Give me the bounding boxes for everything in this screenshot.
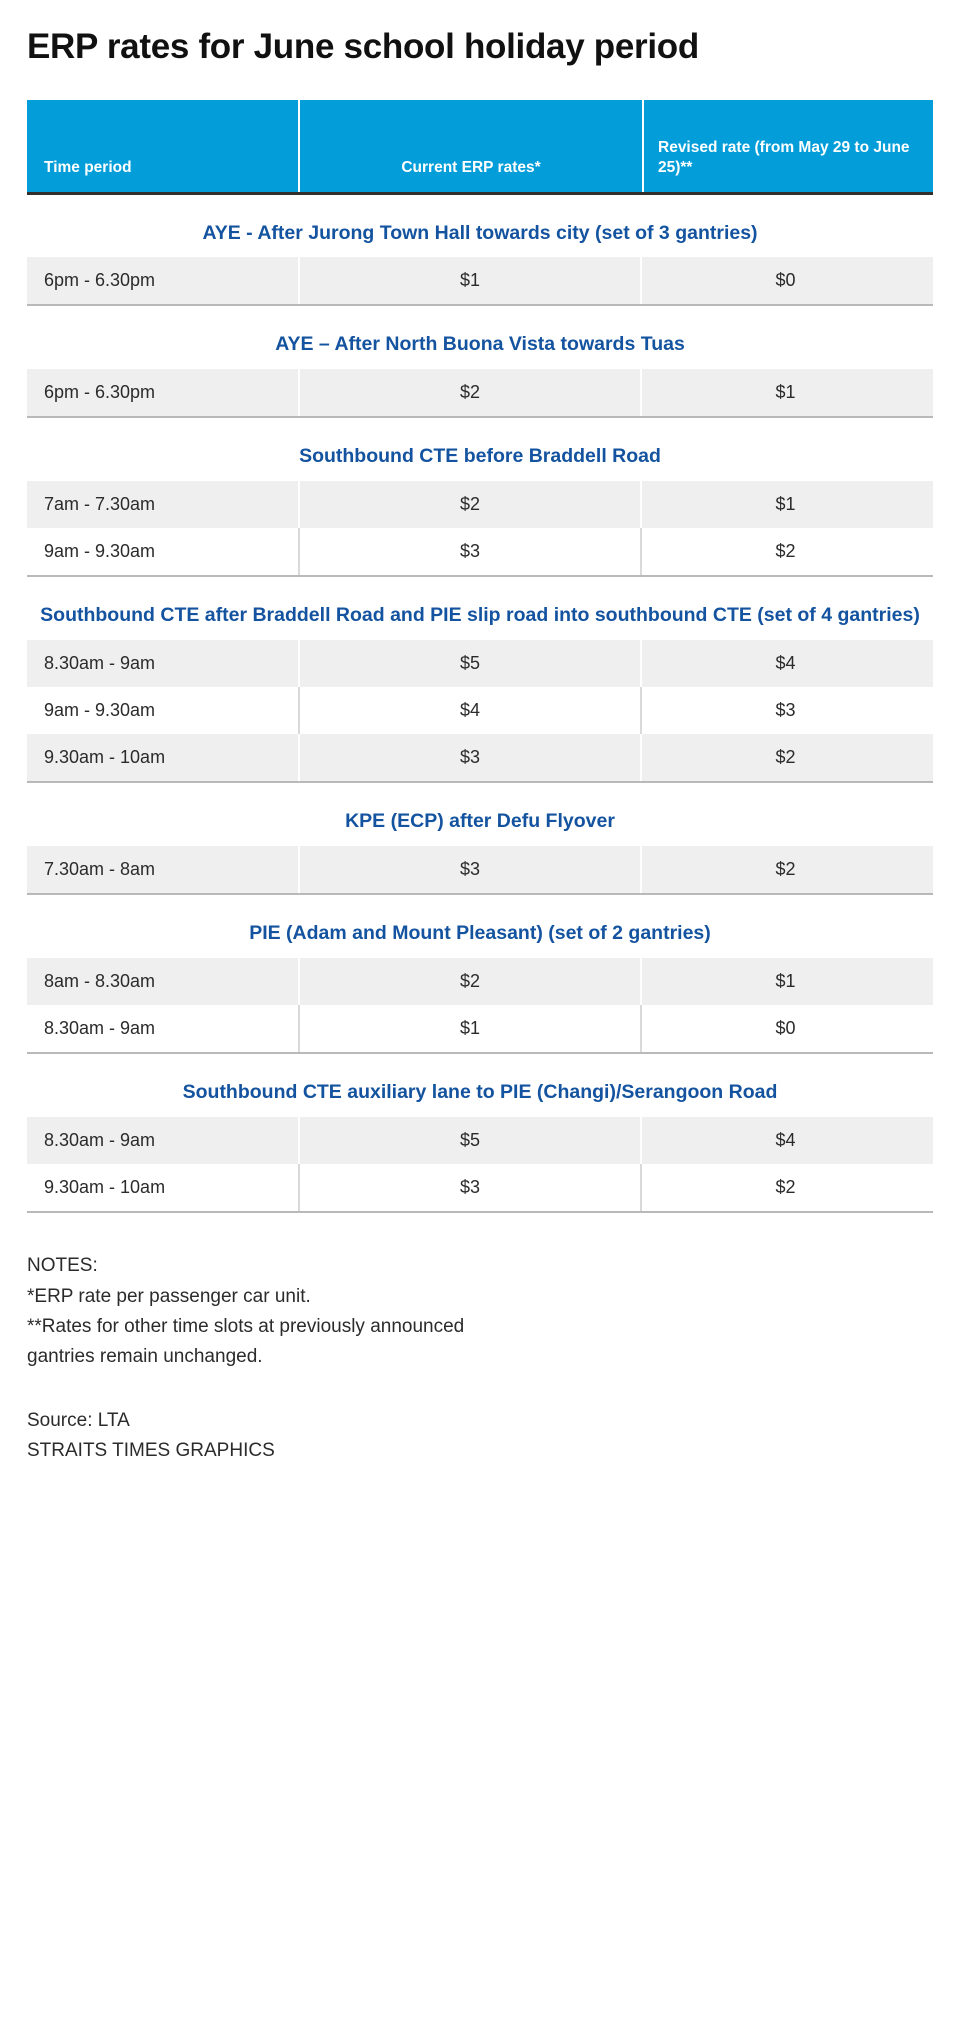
page-title: ERP rates for June school holiday period — [27, 27, 699, 66]
rate-rows: 6pm - 6.30pm $2 $1 — [27, 369, 933, 419]
table-row: 6pm - 6.30pm $1 $0 — [27, 257, 933, 305]
cell-current-rate: $3 — [298, 1164, 640, 1212]
cell-revised-rate: $1 — [640, 958, 929, 1006]
cell-revised-rate: $0 — [640, 257, 929, 305]
rate-rows: 7am - 7.30am $2 $1 9am - 9.30am $3 $2 — [27, 481, 933, 578]
table-sections: AYE - After Jurong Town Hall towards cit… — [27, 195, 933, 1214]
cell-current-rate: $1 — [298, 1005, 640, 1053]
rate-section: Southbound CTE before Braddell Road 7am -… — [27, 418, 933, 578]
section-heading: AYE – After North Buona Vista towards Tu… — [275, 333, 685, 356]
section-heading: Southbound CTE before Braddell Road — [299, 445, 661, 468]
section-heading: KPE (ECP) after Defu Flyover — [345, 810, 615, 833]
cell-revised-rate: $2 — [640, 846, 929, 894]
cell-current-rate: $5 — [298, 1117, 640, 1165]
column-header-time-period: Time period — [27, 99, 298, 192]
cell-current-rate: $3 — [298, 734, 640, 782]
cell-current-rate: $2 — [298, 369, 640, 417]
cell-time-period: 7.30am - 8am — [44, 859, 156, 880]
cell-revised-rate: $2 — [640, 1164, 929, 1212]
rate-rows: 8.30am - 9am $5 $4 9am - 9.30am $4 $3 9.30am -… — [27, 640, 933, 784]
cell-revised-rate: $0 — [640, 1005, 929, 1053]
column-header-current-rates: Current ERP rates* — [300, 99, 642, 192]
cell-time-period: 6pm - 6.30pm — [44, 270, 156, 291]
table-header-row: Time period Current ERP rates* Revised r… — [27, 99, 933, 195]
rate-section: AYE - After Jurong Town Hall towards cit… — [27, 195, 933, 307]
cell-current-rate: $3 — [298, 846, 640, 894]
rate-rows: 8.30am - 9am $5 $4 9.30am - 10am $3 $2 — [27, 1117, 933, 1214]
cell-revised-rate: $2 — [640, 734, 929, 782]
cell-revised-rate: $4 — [640, 1117, 929, 1165]
cell-current-rate: $2 — [298, 481, 640, 529]
cell-time-period: 8.30am - 9am — [44, 653, 156, 674]
cell-time-period: 9am - 9.30am — [44, 541, 156, 562]
cell-current-rate: $5 — [298, 640, 640, 688]
notes-label: NOTES: — [27, 1255, 98, 1277]
credit-line: STRAITS TIMES GRAPHICS — [27, 1440, 275, 1462]
cell-time-period: 8.30am - 9am — [44, 1130, 156, 1151]
cell-revised-rate: $3 — [640, 687, 929, 735]
cell-time-period: 6pm - 6.30pm — [44, 382, 156, 403]
cell-revised-rate: $4 — [640, 640, 929, 688]
cell-time-period: 9.30am - 10am — [44, 1177, 166, 1198]
rate-section: PIE (Adam and Mount Pleasant) (set of 2 … — [27, 895, 933, 1055]
table-row: 6pm - 6.30pm $2 $1 — [27, 369, 933, 417]
table-row: 8.30am - 9am $5 $4 — [27, 640, 933, 688]
rate-rows: 6pm - 6.30pm $1 $0 — [27, 257, 933, 307]
section-heading: Southbound CTE after Braddell Road and P… — [40, 604, 920, 627]
cell-revised-rate: $1 — [640, 481, 929, 529]
rate-rows: 8am - 8.30am $2 $1 8.30am - 9am $1 $0 — [27, 958, 933, 1055]
section-heading: AYE - After Jurong Town Hall towards cit… — [202, 221, 758, 244]
cell-current-rate: $4 — [298, 687, 640, 735]
rate-section: Southbound CTE auxiliary lane to PIE (Ch… — [27, 1054, 933, 1214]
section-heading: Southbound CTE auxiliary lane to PIE (Ch… — [182, 1081, 778, 1104]
rate-section: Southbound CTE after Braddell Road and P… — [27, 577, 933, 784]
source-block: Source: LTA STRAITS TIMES GRAPHICS — [27, 1373, 933, 1467]
rate-section: KPE (ECP) after Defu Flyover 7.30am - 8am… — [27, 783, 933, 896]
cell-revised-rate: $2 — [640, 528, 929, 576]
column-header-revised-rate: Revised rate (from May 29 to June 25)** — [644, 99, 933, 192]
cell-time-period: 9am - 9.30am — [44, 700, 156, 721]
cell-time-period: 8.30am - 9am — [44, 1018, 156, 1039]
note-line-2: **Rates for other time slots at previous… — [27, 1315, 465, 1368]
cell-time-period: 7am - 7.30am — [44, 494, 156, 515]
cell-current-rate: $2 — [298, 958, 640, 1006]
table-row: 9am - 9.30am $3 $2 — [27, 528, 933, 576]
table-row: 7.30am - 8am $3 $2 — [27, 846, 933, 894]
cell-revised-rate: $1 — [640, 369, 929, 417]
rate-rows: 7.30am - 8am $3 $2 — [27, 846, 933, 896]
cell-time-period: 8am - 8.30am — [44, 971, 156, 992]
table-row: 8.30am - 9am $5 $4 — [27, 1117, 933, 1165]
cell-current-rate: $1 — [298, 257, 640, 305]
table-row: 9.30am - 10am $3 $2 — [27, 1164, 933, 1212]
section-heading: PIE (Adam and Mount Pleasant) (set of 2 … — [249, 922, 711, 945]
source-line: Source: LTA — [27, 1409, 130, 1431]
cell-time-period: 9.30am - 10am — [44, 747, 166, 768]
cell-current-rate: $3 — [298, 528, 640, 576]
note-line-1: *ERP rate per passenger car unit. — [27, 1285, 311, 1307]
table-row: 8am - 8.30am $2 $1 — [27, 958, 933, 1006]
table-row: 9am - 9.30am $4 $3 — [27, 687, 933, 735]
table-row: 9.30am - 10am $3 $2 — [27, 734, 933, 782]
rate-section: AYE – After North Buona Vista towards Tu… — [27, 306, 933, 419]
table-row: 8.30am - 9am $1 $0 — [27, 1005, 933, 1053]
table-row: 7am - 7.30am $2 $1 — [27, 481, 933, 529]
notes-block: NOTES: *ERP rate per passenger car unit.… — [27, 1213, 933, 1373]
